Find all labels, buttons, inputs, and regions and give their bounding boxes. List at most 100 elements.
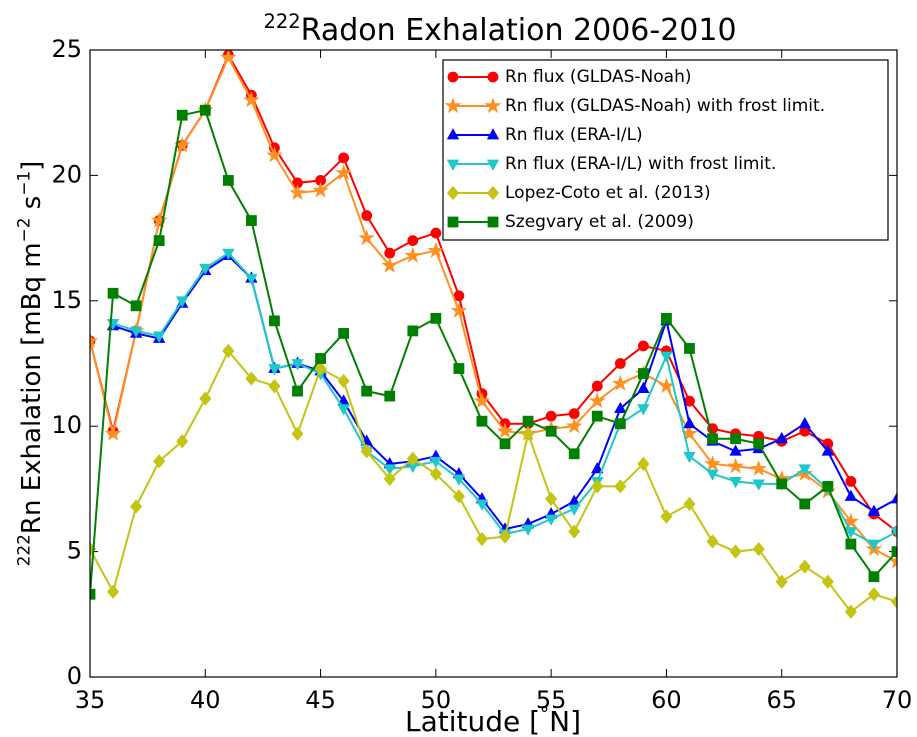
marker xyxy=(614,418,626,430)
marker xyxy=(338,328,350,339)
marker xyxy=(383,471,396,486)
marker xyxy=(798,559,811,574)
marker xyxy=(266,146,283,163)
marker xyxy=(706,534,719,549)
marker xyxy=(522,426,535,441)
marker xyxy=(637,368,649,379)
marker xyxy=(430,312,442,324)
marker xyxy=(222,175,234,186)
marker xyxy=(176,296,189,308)
marker xyxy=(798,464,811,476)
x-axis-label-part: ° xyxy=(540,704,549,725)
y-axis-label-part: −2 xyxy=(14,218,34,243)
marker xyxy=(661,312,672,324)
marker xyxy=(844,604,857,619)
x-tick-label: 45 xyxy=(305,686,336,714)
marker xyxy=(312,181,329,198)
marker xyxy=(888,552,897,569)
chart-title-part: Radon Exhalation 2006-2010 xyxy=(301,13,737,48)
y-tick-label: 10 xyxy=(51,411,82,439)
y-tick-label: 20 xyxy=(51,160,82,188)
marker xyxy=(446,159,460,171)
marker xyxy=(245,371,258,386)
marker xyxy=(706,469,719,481)
marker xyxy=(868,571,880,583)
marker xyxy=(750,460,767,476)
marker xyxy=(545,410,557,422)
marker xyxy=(821,444,835,456)
marker xyxy=(591,410,603,422)
marker xyxy=(484,97,502,114)
legend-label: Lopez-Coto et al. (2013) xyxy=(505,183,711,203)
marker xyxy=(612,374,629,391)
y-tick-label: 25 xyxy=(51,35,82,63)
y-axis-label-part: −1 xyxy=(14,171,34,196)
plot-frame xyxy=(89,49,898,678)
marker xyxy=(660,509,673,524)
y-axis-label-part: Rn Exhalation [mBq m xyxy=(17,242,47,534)
marker xyxy=(429,466,442,481)
marker xyxy=(565,417,583,434)
x-tick-label: 50 xyxy=(421,686,452,714)
marker xyxy=(684,343,695,354)
marker xyxy=(775,574,788,589)
marker xyxy=(473,392,491,409)
x-tick-label: 60 xyxy=(651,686,682,714)
marker xyxy=(499,529,512,544)
marker xyxy=(104,425,122,441)
chart-title: 222Radon Exhalation 2006-2010 xyxy=(263,10,736,48)
marker xyxy=(775,431,788,444)
marker xyxy=(358,229,375,246)
y-axis-label-part: 222 xyxy=(14,534,34,566)
marker xyxy=(360,444,373,459)
marker xyxy=(381,256,399,273)
marker xyxy=(245,215,257,226)
marker xyxy=(658,377,675,394)
marker xyxy=(289,184,306,201)
marker xyxy=(444,97,462,114)
marker xyxy=(591,462,604,474)
marker xyxy=(90,588,96,600)
marker xyxy=(486,128,500,140)
legend-label: Rn flux (GLDAS-Noah) with frost limit. xyxy=(505,96,825,116)
marker xyxy=(844,489,858,501)
marker xyxy=(614,358,626,369)
marker xyxy=(107,584,120,599)
marker xyxy=(637,404,650,416)
marker xyxy=(753,438,765,450)
y-axis-label: 222Rn Exhalation [mBq m−2 s−1] xyxy=(14,161,47,567)
x-axis-label-part: N] xyxy=(549,705,581,737)
marker xyxy=(729,444,742,456)
marker xyxy=(269,315,280,327)
marker xyxy=(176,109,188,121)
marker xyxy=(222,248,235,260)
marker xyxy=(637,456,650,471)
marker xyxy=(243,91,260,108)
marker xyxy=(384,390,396,402)
marker xyxy=(453,363,465,374)
marker xyxy=(487,71,499,83)
marker xyxy=(637,381,650,393)
marker xyxy=(404,246,422,263)
marker xyxy=(315,353,326,364)
series-line xyxy=(90,109,897,595)
marker xyxy=(845,475,857,487)
marker xyxy=(752,479,765,491)
legend-label: Szegvary et al. (2009) xyxy=(505,212,694,232)
plot-area xyxy=(90,50,897,619)
marker xyxy=(729,544,742,559)
marker xyxy=(588,392,606,409)
marker xyxy=(496,422,514,439)
marker xyxy=(446,128,460,140)
marker xyxy=(683,416,696,429)
marker xyxy=(521,524,535,536)
marker xyxy=(660,351,673,363)
marker xyxy=(798,416,811,429)
marker xyxy=(499,438,511,450)
marker xyxy=(361,210,373,221)
marker xyxy=(130,300,142,312)
marker xyxy=(337,373,350,389)
marker xyxy=(291,426,304,441)
marker xyxy=(450,302,468,318)
